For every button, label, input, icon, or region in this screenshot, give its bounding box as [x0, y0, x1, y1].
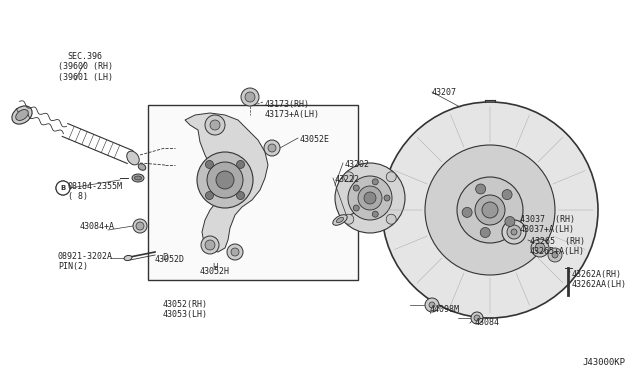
Text: SEC.396
(39600 (RH)
(39601 (LH): SEC.396 (39600 (RH) (39601 (LH) [58, 52, 113, 82]
Circle shape [382, 102, 598, 318]
Circle shape [227, 244, 243, 260]
Text: 43052E: 43052E [300, 135, 330, 144]
Circle shape [268, 144, 276, 152]
Circle shape [231, 248, 239, 256]
Text: 43084: 43084 [475, 318, 500, 327]
Circle shape [535, 243, 545, 253]
Circle shape [358, 186, 382, 210]
Circle shape [474, 315, 480, 321]
Circle shape [56, 181, 70, 195]
Circle shape [205, 192, 214, 199]
Circle shape [201, 236, 219, 254]
Circle shape [511, 229, 517, 235]
Circle shape [197, 152, 253, 208]
Circle shape [353, 205, 359, 211]
Text: 43222: 43222 [335, 175, 360, 184]
Circle shape [335, 163, 405, 233]
Text: 43037  (RH)
43037+A(LH): 43037 (RH) 43037+A(LH) [520, 215, 575, 234]
Ellipse shape [124, 256, 132, 260]
Text: 08184-2355M
( 8): 08184-2355M ( 8) [68, 182, 123, 201]
Circle shape [241, 88, 259, 106]
Ellipse shape [333, 215, 348, 225]
Circle shape [425, 298, 439, 312]
Circle shape [56, 181, 70, 195]
Text: 43173(RH)
43173+A(LH): 43173(RH) 43173+A(LH) [265, 100, 320, 119]
Circle shape [353, 185, 359, 191]
Circle shape [364, 192, 376, 204]
Text: 43084+A: 43084+A [80, 222, 115, 231]
Circle shape [205, 160, 214, 169]
Circle shape [216, 171, 234, 189]
Ellipse shape [12, 106, 32, 124]
Circle shape [344, 172, 354, 182]
Circle shape [502, 220, 526, 244]
Circle shape [548, 248, 562, 262]
Text: J43000KP: J43000KP [582, 358, 625, 367]
Ellipse shape [134, 176, 141, 180]
Text: 43052H: 43052H [200, 267, 230, 276]
Ellipse shape [16, 109, 28, 121]
Text: 43052(RH)
43053(LH): 43052(RH) 43053(LH) [163, 300, 207, 320]
Circle shape [476, 184, 486, 194]
Circle shape [475, 195, 505, 225]
Ellipse shape [138, 164, 146, 170]
Circle shape [457, 177, 523, 243]
Text: B: B [60, 185, 66, 191]
Text: 08921-3202A
PIN(2): 08921-3202A PIN(2) [58, 252, 113, 272]
Circle shape [205, 115, 225, 135]
Circle shape [386, 172, 396, 182]
Text: 43202: 43202 [345, 160, 370, 169]
Circle shape [372, 179, 378, 185]
Circle shape [133, 219, 147, 233]
Ellipse shape [127, 151, 140, 165]
Circle shape [348, 176, 392, 220]
Circle shape [210, 120, 220, 130]
Circle shape [505, 217, 515, 227]
Circle shape [372, 211, 378, 217]
Circle shape [264, 140, 280, 156]
Circle shape [425, 145, 555, 275]
Bar [148, 105, 358, 280]
Polygon shape [185, 113, 268, 252]
Text: 43265  (RH)
43265+A(LH): 43265 (RH) 43265+A(LH) [530, 237, 585, 256]
Text: H: H [212, 263, 218, 273]
Circle shape [245, 92, 255, 102]
Circle shape [207, 162, 243, 198]
Circle shape [531, 239, 549, 257]
Circle shape [480, 228, 490, 237]
Circle shape [344, 214, 354, 224]
Circle shape [482, 202, 498, 218]
Circle shape [237, 192, 244, 199]
Ellipse shape [337, 217, 344, 223]
Circle shape [471, 312, 483, 324]
Circle shape [237, 160, 244, 169]
Text: 43052D: 43052D [155, 255, 185, 264]
Circle shape [507, 225, 521, 239]
Circle shape [384, 195, 390, 201]
Text: 44098M: 44098M [430, 305, 460, 314]
Circle shape [502, 190, 512, 200]
Circle shape [552, 252, 558, 258]
Text: B: B [60, 185, 66, 191]
Circle shape [462, 208, 472, 217]
Text: D: D [162, 253, 168, 263]
Circle shape [386, 214, 396, 224]
Ellipse shape [132, 174, 144, 182]
Circle shape [136, 222, 144, 230]
Circle shape [205, 240, 215, 250]
Text: 43262A(RH)
43262AA(LH): 43262A(RH) 43262AA(LH) [572, 270, 627, 289]
Circle shape [429, 302, 435, 308]
Text: 43207: 43207 [432, 88, 457, 97]
